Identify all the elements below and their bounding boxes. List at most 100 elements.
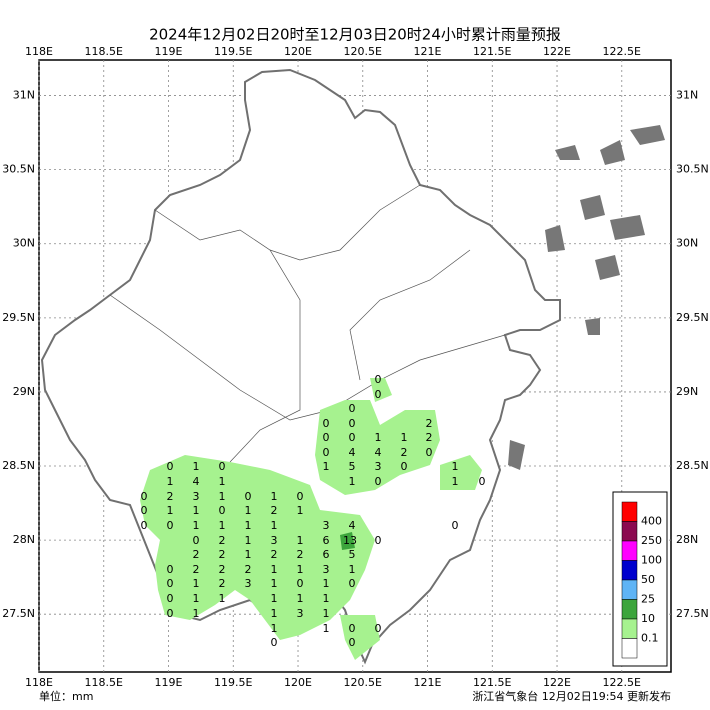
x-tick-label: 122.5E bbox=[603, 676, 641, 689]
y-tick-label: 30N bbox=[676, 237, 698, 250]
y-tick-label: 27.5N bbox=[676, 607, 709, 620]
station-value: 0 bbox=[271, 636, 278, 649]
station-value: 0 bbox=[349, 622, 356, 635]
county-borders bbox=[109, 184, 506, 463]
legend-swatch bbox=[621, 560, 638, 581]
y-tick-label: 27.5N bbox=[2, 607, 35, 620]
x-tick-label: 118.5E bbox=[85, 45, 123, 58]
station-value: 3 bbox=[323, 519, 330, 532]
station-value: 0 bbox=[452, 519, 459, 532]
legend-swatch bbox=[621, 521, 638, 542]
unit-label: 单位：mm bbox=[39, 689, 93, 703]
legend-label: 10 bbox=[641, 612, 655, 625]
station-value: 2 bbox=[193, 563, 200, 576]
station-value: 0 bbox=[167, 460, 174, 473]
station-value: 0 bbox=[323, 446, 330, 459]
station-value: 2 bbox=[426, 431, 433, 444]
station-value: 0 bbox=[375, 388, 382, 401]
station-value: 0 bbox=[479, 475, 486, 488]
station-value: 6 bbox=[323, 534, 330, 547]
station-value: 1 bbox=[193, 592, 200, 605]
station-value: 6 bbox=[323, 548, 330, 561]
station-value: 1 bbox=[349, 475, 356, 488]
station-value: 0 bbox=[167, 607, 174, 620]
station-value: 0 bbox=[375, 475, 382, 488]
station-value: 1 bbox=[193, 504, 200, 517]
station-value: 2 bbox=[219, 563, 226, 576]
legend-label: 100 bbox=[641, 554, 662, 567]
station-value: 0 bbox=[167, 577, 174, 590]
station-value: 2 bbox=[297, 548, 304, 561]
station-value: 1 bbox=[349, 563, 356, 576]
station-value: 0 bbox=[349, 402, 356, 415]
station-value: 0 bbox=[193, 534, 200, 547]
station-value: 3 bbox=[193, 490, 200, 503]
legend-label: 250 bbox=[641, 534, 662, 547]
station-value: 0 bbox=[297, 490, 304, 503]
y-tick-label: 28.5N bbox=[2, 459, 35, 472]
station-value: 2 bbox=[193, 548, 200, 561]
rain-area-0-1 bbox=[140, 378, 482, 660]
station-value: 0 bbox=[219, 504, 226, 517]
y-tick-label: 29.5N bbox=[2, 311, 35, 324]
station-value: 1 bbox=[323, 607, 330, 620]
legend-swatch bbox=[621, 540, 638, 561]
x-tick-label: 119.5E bbox=[214, 45, 252, 58]
station-value: 1 bbox=[219, 592, 226, 605]
x-tick-label: 119.5E bbox=[214, 676, 252, 689]
station-value: 1 bbox=[193, 577, 200, 590]
x-tick-label: 120.5E bbox=[344, 676, 382, 689]
station-value: 13 bbox=[343, 534, 357, 547]
legend-swatch bbox=[621, 579, 638, 600]
station-value: 0 bbox=[245, 490, 252, 503]
y-tick-label: 28N bbox=[676, 533, 698, 546]
station-value: 3 bbox=[271, 534, 278, 547]
station-value: 1 bbox=[375, 431, 382, 444]
rain-area-10 bbox=[340, 532, 355, 550]
station-value: 0 bbox=[349, 431, 356, 444]
station-value: 2 bbox=[219, 534, 226, 547]
station-value: 3 bbox=[245, 577, 252, 590]
x-tick-label: 118.5E bbox=[85, 676, 123, 689]
station-value: 0 bbox=[141, 504, 148, 517]
station-value: 1 bbox=[297, 563, 304, 576]
y-tick-label: 29N bbox=[676, 385, 698, 398]
station-value: 1 bbox=[271, 577, 278, 590]
station-value: 0 bbox=[167, 563, 174, 576]
y-tick-label: 31N bbox=[13, 89, 35, 102]
legend-swatch bbox=[621, 501, 638, 522]
station-value: 2 bbox=[271, 548, 278, 561]
station-value: 2 bbox=[245, 563, 252, 576]
station-value: 1 bbox=[167, 504, 174, 517]
station-value: 5 bbox=[349, 460, 356, 473]
station-value: 1 bbox=[193, 460, 200, 473]
station-value: 4 bbox=[193, 475, 200, 488]
station-value: 4 bbox=[349, 446, 356, 459]
legend-label: 0.1 bbox=[641, 632, 659, 645]
y-tick-label: 28.5N bbox=[676, 459, 709, 472]
legend-label: 50 bbox=[641, 573, 655, 586]
station-value: 1 bbox=[297, 504, 304, 517]
station-value: 3 bbox=[375, 460, 382, 473]
station-value: 1 bbox=[323, 577, 330, 590]
y-tick-label: 28N bbox=[13, 533, 35, 546]
station-value: 1 bbox=[219, 519, 226, 532]
station-value: 4 bbox=[375, 446, 382, 459]
station-value: 2 bbox=[167, 490, 174, 503]
footer: 浙江省气象台 12月02日19:54 更新发布 bbox=[472, 689, 671, 703]
station-value: 2 bbox=[219, 577, 226, 590]
x-tick-label: 121E bbox=[414, 45, 442, 58]
station-value: 1 bbox=[323, 460, 330, 473]
station-value: 1 bbox=[297, 534, 304, 547]
legend-swatch bbox=[621, 638, 638, 659]
x-tick-label: 122E bbox=[543, 45, 571, 58]
station-value: 0 bbox=[375, 534, 382, 547]
x-tick-label: 121.5E bbox=[473, 676, 511, 689]
x-tick-label: 118E bbox=[25, 676, 53, 689]
station-value: 1 bbox=[401, 431, 408, 444]
legend-label: 400 bbox=[641, 515, 662, 528]
x-tick-label: 122.5E bbox=[603, 45, 641, 58]
station-value: 2 bbox=[271, 504, 278, 517]
station-value: 2 bbox=[219, 548, 226, 561]
legend-swatch bbox=[621, 618, 638, 639]
